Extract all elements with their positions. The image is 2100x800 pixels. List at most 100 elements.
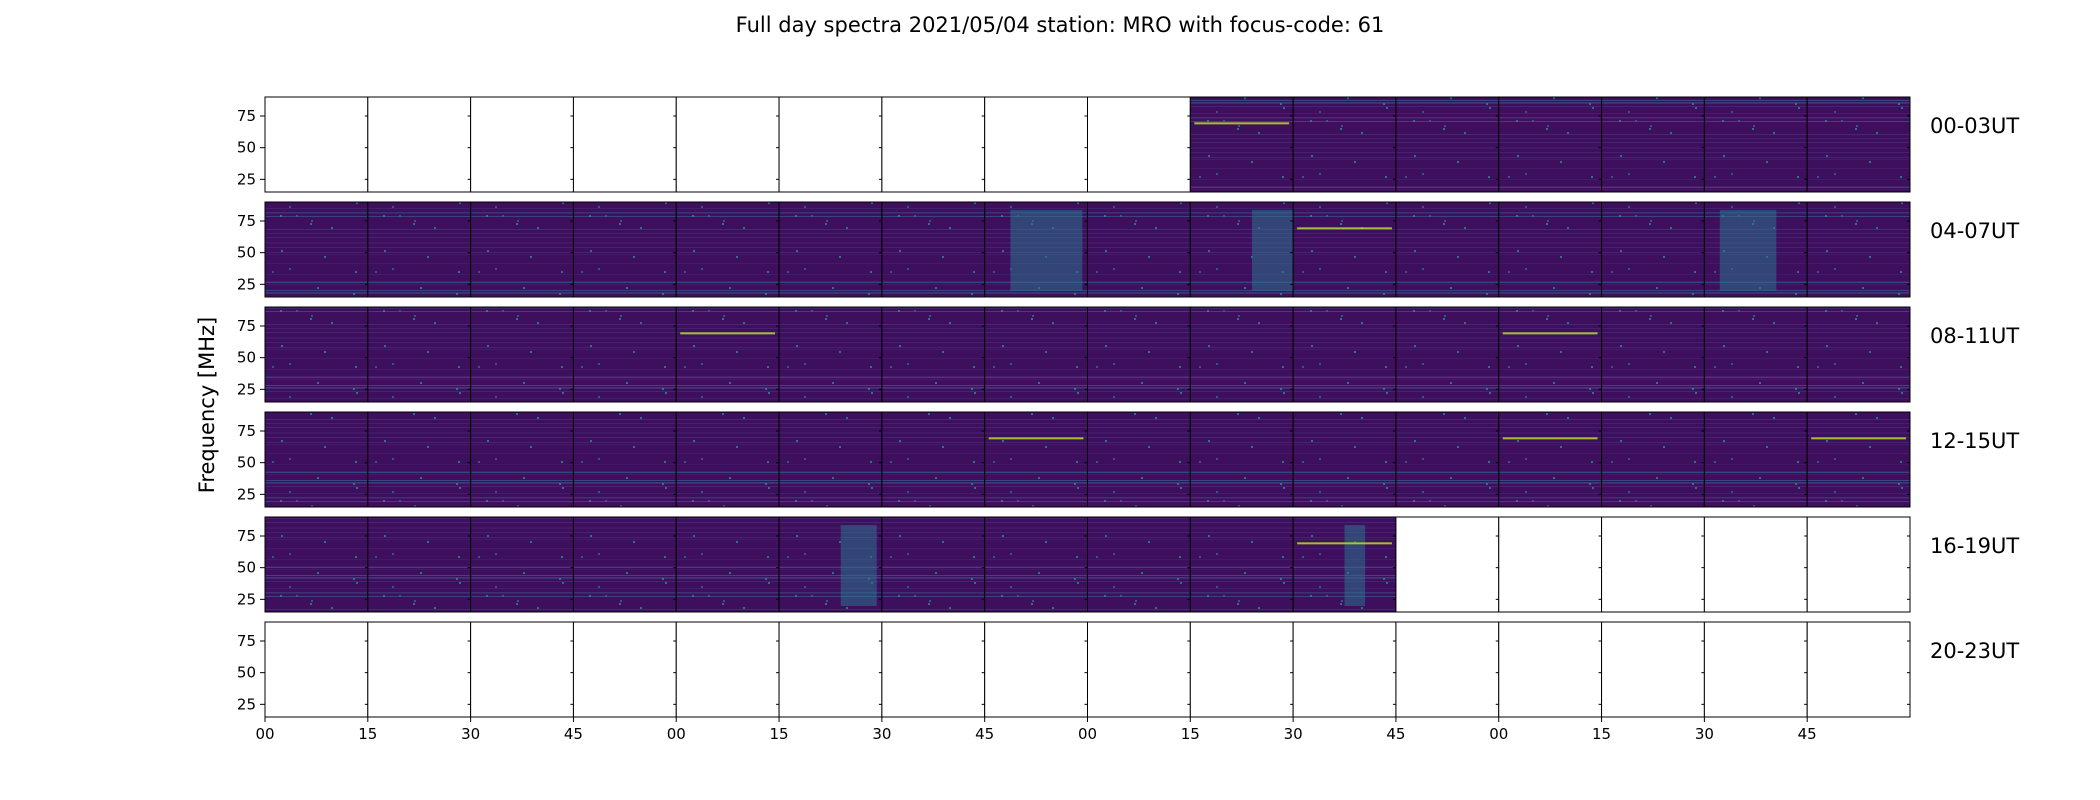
empty-panel xyxy=(1498,516,1603,613)
spectrogram-panel xyxy=(881,411,986,508)
empty-panel xyxy=(1806,516,1911,613)
spectrogram-streak xyxy=(1502,437,1598,440)
y-tick-label: 75 xyxy=(237,632,256,650)
empty-panel xyxy=(1087,96,1191,193)
spectrogram-panel xyxy=(1292,96,1397,193)
y-tick-label: 75 xyxy=(237,422,256,440)
spectrogram-panel xyxy=(1395,306,1500,403)
spectrogram-panel xyxy=(1498,96,1603,193)
y-tick-label: 50 xyxy=(237,244,256,262)
spectrogram-panel xyxy=(264,201,369,298)
spectrogram-bright-region xyxy=(1252,210,1294,291)
x-tick-label: 45 xyxy=(1386,725,1405,743)
spectrogram-panel xyxy=(572,306,677,403)
empty-panel xyxy=(1703,621,1808,718)
x-tick-label: 45 xyxy=(564,725,583,743)
x-tick-label: 15 xyxy=(1181,725,1200,743)
y-tick-label: 25 xyxy=(237,485,256,503)
spectrogram-panel xyxy=(881,201,986,298)
x-tick-label: 30 xyxy=(872,725,891,743)
x-tick-label: 00 xyxy=(667,725,686,743)
x-tick-label: 00 xyxy=(1489,725,1508,743)
empty-panel xyxy=(367,96,472,193)
spectrogram-panel xyxy=(1087,516,1191,613)
spectrogram-panel xyxy=(1806,96,1911,193)
empty-panel xyxy=(1292,621,1397,718)
empty-panel xyxy=(984,96,1088,193)
empty-panel xyxy=(1601,516,1705,613)
spectrogram-panel xyxy=(572,516,677,613)
empty-panel xyxy=(470,96,574,193)
spectrogram-panel xyxy=(984,516,1088,613)
row-00-03UT: 25 50 75 00-03UT xyxy=(237,96,2019,193)
spectrogram-panel xyxy=(1703,96,1808,193)
y-tick-label: 50 xyxy=(237,664,256,682)
spectrogram-panel xyxy=(778,411,883,508)
spectrogram-panel xyxy=(1601,201,1705,298)
spectrogram-panel xyxy=(1703,306,1808,403)
spectrogram-panel xyxy=(1601,306,1705,403)
x-tick-label: 30 xyxy=(1695,725,1714,743)
spectrogram-panel xyxy=(1395,96,1500,193)
empty-panel xyxy=(1498,621,1603,718)
x-tick-label: 15 xyxy=(770,725,789,743)
row-label: 20-23UT xyxy=(1930,639,2019,663)
x-tick-label: 30 xyxy=(1284,725,1303,743)
spectrogram-panel xyxy=(1292,411,1397,508)
spectrogram-panel xyxy=(1189,516,1294,613)
empty-panel xyxy=(675,96,780,193)
empty-panel xyxy=(778,96,883,193)
row-label: 16-19UT xyxy=(1930,534,2019,558)
spectrogram-streak xyxy=(1194,122,1290,125)
spectrogram-panel xyxy=(881,306,986,403)
spectrogram-panel xyxy=(984,411,1088,508)
y-tick-label: 50 xyxy=(237,349,256,367)
y-tick-label: 50 xyxy=(237,559,256,577)
y-axis-label: Frequency [MHz] xyxy=(195,317,219,493)
spectrogram-panel xyxy=(1087,411,1191,508)
empty-panel xyxy=(1087,621,1191,718)
y-tick-label: 75 xyxy=(237,107,256,125)
spectrogram-streak xyxy=(680,332,776,335)
y-tick-label: 75 xyxy=(237,317,256,335)
empty-panel xyxy=(1395,516,1500,613)
spectrogram-panel xyxy=(1292,201,1397,298)
empty-panel xyxy=(470,621,574,718)
spectrogram-bright-region xyxy=(840,525,877,606)
empty-panel xyxy=(984,621,1088,718)
x-tick-label: 45 xyxy=(975,725,994,743)
spectrogram-panel xyxy=(1601,96,1705,193)
x-tick-label: 00 xyxy=(1078,725,1097,743)
spectrogram-panel xyxy=(367,201,472,298)
spectrogram-panel xyxy=(984,306,1088,403)
empty-panel xyxy=(264,621,369,718)
spectrogram-panel xyxy=(1806,201,1911,298)
spectrogram-panel xyxy=(470,411,574,508)
empty-panel xyxy=(778,621,883,718)
empty-panel xyxy=(572,621,677,718)
empty-panel xyxy=(881,96,986,193)
spectrogram-panel xyxy=(675,516,780,613)
x-tick-label: 30 xyxy=(461,725,480,743)
spectrogram-panel xyxy=(470,306,574,403)
spectrogram-panel xyxy=(1806,306,1911,403)
spectrogram-panel xyxy=(470,201,574,298)
empty-panel xyxy=(367,621,472,718)
x-tick-label: 15 xyxy=(358,725,377,743)
y-tick-label: 50 xyxy=(237,454,256,472)
empty-panel xyxy=(675,621,780,718)
spectrogram-panel xyxy=(1395,411,1500,508)
y-tick-label: 50 xyxy=(237,139,256,157)
spectrogram-panel xyxy=(367,306,472,403)
y-tick-label: 25 xyxy=(237,380,256,398)
spectrogram-panel xyxy=(1087,306,1191,403)
row-label: 00-03UT xyxy=(1930,114,2019,138)
spectrogram-panel xyxy=(1498,411,1603,508)
empty-panel xyxy=(572,96,677,193)
row-20-23UT: 25 50 75 20-23UT xyxy=(237,621,2019,718)
spectrogram-panel xyxy=(367,516,472,613)
spectrogram-streak xyxy=(988,437,1084,440)
x-tick-label: 45 xyxy=(1798,725,1817,743)
spectrogram-panel xyxy=(1087,201,1191,298)
